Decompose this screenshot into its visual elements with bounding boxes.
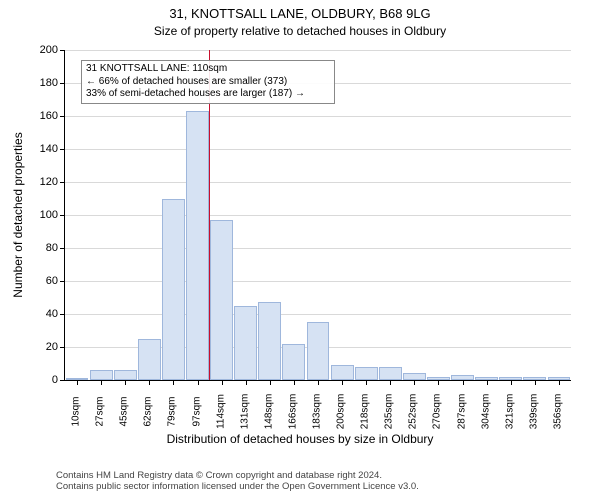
footer-line: Contains public sector information licen… — [56, 481, 419, 492]
x-tick-label: 218sqm — [360, 394, 371, 430]
histogram-bar — [138, 339, 161, 380]
annotation-line: 31 KNOTTSALL LANE: 110sqm — [86, 63, 330, 76]
x-tick — [390, 380, 391, 385]
x-tick — [463, 380, 464, 385]
x-tick — [438, 380, 439, 385]
x-tick-label: 10sqm — [71, 396, 82, 426]
footer: Contains HM Land Registry data © Crown c… — [56, 470, 419, 493]
y-tick — [60, 380, 65, 381]
histogram-bar — [258, 302, 281, 380]
x-tick — [487, 380, 488, 385]
y-tick — [60, 182, 65, 183]
x-tick — [270, 380, 271, 385]
histogram-bar — [210, 220, 233, 380]
x-tick-label: 235sqm — [384, 394, 395, 430]
histogram-bar — [331, 365, 354, 380]
y-tick — [60, 215, 65, 216]
title-line-1: 31, KNOTTSALL LANE, OLDBURY, B68 9LG — [0, 6, 600, 21]
x-axis-title: Distribution of detached houses by size … — [0, 432, 600, 446]
y-tick-label: 200 — [40, 44, 58, 56]
x-tick — [173, 380, 174, 385]
x-tick — [366, 380, 367, 385]
annotation-box: 31 KNOTTSALL LANE: 110sqm ← 66% of detac… — [81, 60, 335, 104]
histogram-bar — [90, 370, 113, 380]
y-tick — [60, 314, 65, 315]
gridline — [65, 215, 571, 216]
x-tick-label: 287sqm — [456, 394, 467, 430]
y-tick-label: 100 — [40, 209, 58, 221]
gridline — [65, 149, 571, 150]
histogram-bar — [162, 199, 185, 381]
x-tick-label: 356sqm — [552, 394, 563, 430]
x-tick — [318, 380, 319, 385]
plot-area: 31 KNOTTSALL LANE: 110sqm ← 66% of detac… — [64, 50, 571, 381]
histogram-bar — [403, 373, 426, 380]
x-tick-label: 270sqm — [432, 394, 443, 430]
x-tick-label: 114sqm — [215, 394, 226, 429]
y-tick — [60, 149, 65, 150]
y-tick — [60, 116, 65, 117]
x-tick — [535, 380, 536, 385]
x-tick-label: 97sqm — [191, 396, 202, 426]
x-tick-label: 62sqm — [143, 396, 154, 426]
footer-line: Contains HM Land Registry data © Crown c… — [56, 470, 419, 481]
x-tick-label: 45sqm — [119, 396, 130, 426]
x-tick-label: 321sqm — [504, 394, 515, 430]
y-tick — [60, 281, 65, 282]
gridline — [65, 116, 571, 117]
annotation-line: 33% of semi-detached houses are larger (… — [86, 88, 330, 101]
y-tick-label: 40 — [46, 308, 58, 320]
x-tick-label: 200sqm — [336, 394, 347, 430]
x-tick — [198, 380, 199, 385]
y-tick-label: 140 — [40, 143, 58, 155]
y-tick — [60, 83, 65, 84]
x-tick-label: 166sqm — [287, 394, 298, 430]
histogram-bar — [307, 322, 330, 380]
y-tick-label: 180 — [40, 77, 58, 89]
y-axis-title: Number of detached properties — [11, 132, 25, 297]
x-tick — [511, 380, 512, 385]
x-tick — [149, 380, 150, 385]
x-tick-label: 183sqm — [312, 394, 323, 430]
histogram-bar — [234, 306, 257, 380]
title-line-2: Size of property relative to detached ho… — [0, 24, 600, 38]
x-tick — [294, 380, 295, 385]
x-tick — [559, 380, 560, 385]
x-tick — [342, 380, 343, 385]
histogram-bar — [114, 370, 137, 380]
y-tick-label: 60 — [46, 275, 58, 287]
gridline — [65, 281, 571, 282]
y-tick-label: 160 — [40, 110, 58, 122]
y-tick-label: 20 — [46, 341, 58, 353]
x-tick-label: 79sqm — [167, 396, 178, 426]
annotation-line: ← 66% of detached houses are smaller (37… — [86, 76, 330, 89]
histogram-bar — [186, 111, 209, 380]
x-tick — [246, 380, 247, 385]
histogram-bar — [355, 367, 378, 380]
y-tick-label: 0 — [52, 374, 58, 386]
x-tick-label: 339sqm — [528, 394, 539, 430]
figure-root: 31, KNOTTSALL LANE, OLDBURY, B68 9LG Siz… — [0, 0, 600, 500]
gridline — [65, 314, 571, 315]
gridline — [65, 50, 571, 51]
x-tick-label: 252sqm — [408, 394, 419, 430]
histogram-bar — [379, 367, 402, 380]
histogram-bar — [282, 344, 305, 380]
y-tick — [60, 347, 65, 348]
x-tick — [125, 380, 126, 385]
y-tick — [60, 248, 65, 249]
y-tick-label: 80 — [46, 242, 58, 254]
x-tick-label: 131sqm — [239, 394, 250, 430]
x-tick — [222, 380, 223, 385]
x-tick-label: 148sqm — [263, 394, 274, 430]
gridline — [65, 248, 571, 249]
gridline — [65, 182, 571, 183]
y-tick-label: 120 — [40, 176, 58, 188]
x-tick — [77, 380, 78, 385]
x-tick-label: 27sqm — [95, 396, 106, 426]
x-tick — [414, 380, 415, 385]
x-tick — [101, 380, 102, 385]
y-tick — [60, 50, 65, 51]
x-tick-label: 304sqm — [480, 394, 491, 430]
